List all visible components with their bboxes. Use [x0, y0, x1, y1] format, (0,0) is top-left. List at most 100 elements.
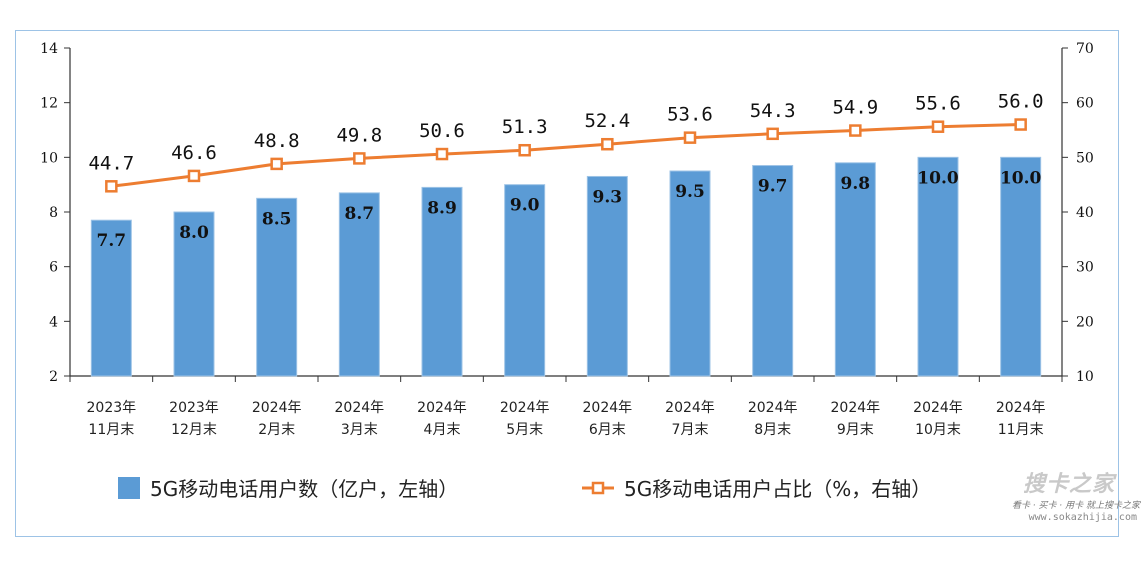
bar	[256, 197, 298, 377]
x-tick-label: 2024年 10月末	[913, 400, 963, 438]
bar-series	[90, 156, 1042, 377]
bar	[1000, 156, 1042, 377]
x-tick-label-line1: 2023年	[87, 400, 137, 416]
axes: 2 4 6 8 10 12 14 10 20 30 40 50 60 70 2023年 11月末 2023年 12…	[40, 41, 1094, 438]
line-value-label: 56.0	[998, 91, 1044, 113]
watermark-url: www.sokazhijia.com	[1028, 512, 1137, 523]
right-tick-label: 30	[1076, 260, 1094, 276]
x-tick-label-line1: 2024年	[913, 400, 963, 416]
line-point	[518, 143, 531, 157]
x-tick-label-line2: 9月末	[837, 422, 874, 438]
bar	[586, 175, 628, 377]
x-tick-label-line1: 2024年	[748, 400, 798, 416]
bar	[917, 156, 959, 377]
x-tick-label: 2024年 11月末	[996, 400, 1046, 438]
watermark-tagline: 看卡 · 买卡 · 用卡 就上搜卡之家	[1011, 501, 1140, 511]
line-point	[1014, 118, 1027, 131]
line-point	[601, 137, 614, 151]
bar	[834, 162, 876, 377]
x-tick-label: 2024年 2月末	[252, 400, 302, 438]
x-tick-label-line2: 11月末	[88, 422, 134, 438]
line-path	[111, 123, 1021, 188]
bar	[504, 184, 546, 377]
line-value-label: 51.3	[502, 116, 548, 138]
right-tick-label: 50	[1076, 150, 1094, 166]
bar-value-label: 10.0	[917, 168, 959, 188]
x-tick-label-line1: 2023年	[169, 400, 219, 416]
left-tick-label: 6	[49, 260, 58, 276]
x-tick-label-line2: 10月末	[915, 422, 961, 438]
x-tick-label: 2024年 3月末	[335, 400, 385, 438]
left-tick-label: 4	[49, 314, 58, 330]
bar-value-label: 7.7	[97, 231, 127, 251]
bar	[338, 192, 380, 377]
x-tick-label: 2024年 9月末	[831, 400, 881, 438]
bar-value-label: 9.3	[593, 187, 623, 207]
x-tick-label-line2: 3月末	[341, 422, 378, 438]
watermark-logo: 搜卡之家	[1023, 472, 1116, 497]
bar	[90, 219, 132, 377]
x-tick-label-line2: 4月末	[424, 422, 461, 438]
line-point	[849, 124, 862, 137]
x-tick-label-line2: 7月末	[672, 422, 709, 438]
line-point	[683, 131, 697, 144]
watermark: 搜卡之家 看卡 · 买卡 · 用卡 就上搜卡之家 www.sokazhijia.…	[985, 460, 1145, 530]
line-series	[105, 118, 1027, 193]
x-tick-label-line1: 2024年	[996, 400, 1046, 416]
x-tick-label: 2024年 5月末	[500, 400, 550, 438]
x-tick-label: 2024年 7月末	[665, 400, 715, 438]
x-tick-label-line1: 2024年	[583, 400, 633, 416]
data-labels: 7.7 8.0 8.5 8.7 8.9 9.0 9.3 9.5 9.7 9.8 10.0 10.0 44…	[88, 91, 1043, 252]
chart-frame	[15, 30, 1119, 537]
x-tick-label-line2: 6月末	[589, 422, 626, 438]
bar-value-label: 8.0	[179, 223, 209, 243]
x-tick-label-line2: 11月末	[998, 422, 1044, 438]
legend-line-label: 5G移动电话用户占比（%，右轴）	[624, 477, 931, 501]
line-point	[270, 157, 283, 171]
x-tick-label-line2: 5月末	[506, 422, 543, 438]
line-value-label: 54.9	[832, 97, 878, 119]
line-value-label: 49.8	[336, 124, 382, 146]
left-tick-label: 12	[40, 96, 58, 112]
line-value-label: 48.8	[254, 130, 300, 152]
x-tick-label: 2023年 12月末	[169, 400, 219, 438]
x-tick-label-line2: 12月末	[171, 422, 217, 438]
right-tick-label: 20	[1076, 314, 1094, 330]
bar	[173, 211, 215, 377]
legend-line-marker	[591, 481, 605, 495]
x-tick-label: 2024年 8月末	[748, 400, 798, 438]
x-tick-label-line2: 8月末	[754, 422, 791, 438]
legend-bar-swatch	[118, 477, 140, 499]
bar-value-label: 8.5	[262, 209, 292, 229]
x-tick-label-line1: 2024年	[252, 400, 302, 416]
bar-value-label: 8.9	[427, 198, 457, 218]
legend: 5G移动电话用户数（亿户，左轴） 5G移动电话用户占比（%，右轴）	[118, 477, 931, 501]
bar-value-label: 9.5	[675, 182, 705, 202]
bar-value-label: 8.7	[345, 204, 375, 224]
right-tick-label: 10	[1076, 369, 1094, 385]
bar-value-label: 10.0	[1000, 168, 1042, 188]
left-tick-label: 10	[40, 150, 58, 166]
legend-bar-label: 5G移动电话用户数（亿户，左轴）	[150, 477, 458, 501]
line-point	[187, 169, 201, 183]
line-value-label: 50.6	[419, 120, 465, 142]
left-tick-label: 14	[40, 41, 58, 57]
left-tick-label: 2	[49, 369, 58, 385]
line-point	[931, 120, 945, 133]
bar	[669, 170, 711, 377]
line-value-label: 54.3	[750, 100, 796, 122]
bar-value-label: 9.8	[841, 174, 871, 194]
line-point	[435, 147, 449, 161]
right-tick-label: 60	[1076, 96, 1094, 112]
left-tick-label: 8	[49, 205, 58, 221]
x-tick-label: 2024年 4月末	[417, 400, 467, 438]
x-tick-label-line2: 2月末	[258, 422, 295, 438]
line-point	[105, 180, 118, 193]
line-point	[766, 127, 779, 141]
x-tick-label: 2024年 6月末	[583, 400, 633, 438]
bar	[752, 165, 794, 377]
x-tick-label-line1: 2024年	[500, 400, 550, 416]
x-tick-label-line1: 2024年	[665, 400, 715, 416]
bar-value-label: 9.0	[510, 196, 540, 216]
